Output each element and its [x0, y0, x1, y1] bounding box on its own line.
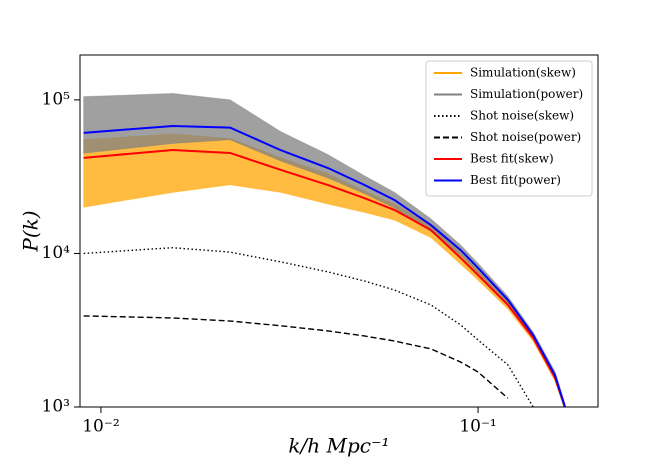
y-tick-label: 10⁴	[42, 243, 71, 263]
legend-box	[425, 60, 593, 197]
legend-label: Shot noise(power)	[470, 130, 581, 144]
legend-label: Shot noise(skew)	[470, 109, 574, 123]
series-line	[83, 315, 509, 399]
legend-label: Simulation(power)	[470, 87, 583, 101]
x-tick-label: 10⁻¹	[459, 417, 496, 437]
series-line	[83, 148, 566, 407]
legend-label: Simulation(skew)	[470, 66, 576, 80]
legend: Simulation(skew) Simulation(power) Shot no…	[425, 60, 593, 197]
plot-area	[83, 93, 566, 407]
simulation-band	[83, 93, 566, 407]
series-line	[83, 246, 534, 407]
y-tick-label: 10⁵	[42, 89, 71, 109]
y-tick-label: 10³	[42, 397, 70, 417]
x-axis-label: k/h Mpc⁻¹	[288, 434, 389, 458]
legend-label: Best fit(skew)	[470, 152, 554, 166]
axes: 10⁻² 10⁻¹ 10³ 10⁴ 10⁵	[42, 89, 497, 436]
y-axis-label: P(k)	[19, 210, 43, 252]
series-line	[83, 124, 566, 407]
legend-label: Best fit(power)	[470, 173, 561, 187]
axes-frame	[79, 54, 599, 408]
x-tick-label: 10⁻²	[82, 417, 119, 437]
